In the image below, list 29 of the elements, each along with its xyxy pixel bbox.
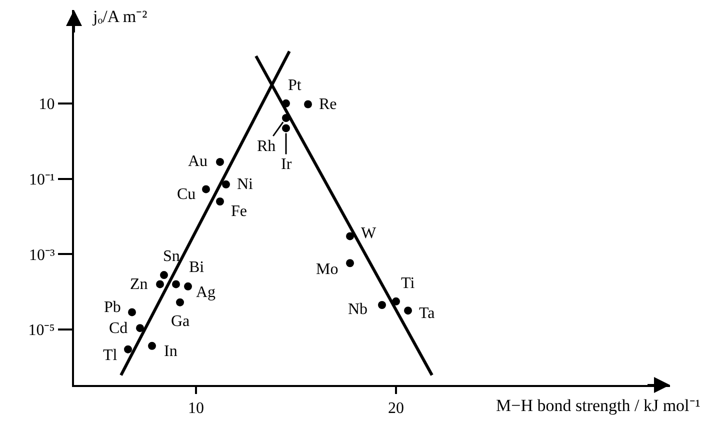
annotation: Cu — [177, 186, 196, 203]
annotation: Mo — [316, 261, 338, 278]
annotation: Rh — [257, 138, 276, 155]
y-tick-label: 10⁻⁵ — [28, 322, 55, 340]
annotation: Ga — [171, 313, 190, 330]
annotation: Ag — [196, 284, 216, 301]
annotation: W — [361, 225, 377, 242]
annotation: Pb — [104, 299, 121, 316]
annotation: Ni — [237, 176, 254, 193]
annotation: Sn — [163, 248, 180, 265]
annotation: Nb — [348, 301, 368, 318]
annotation: Re — [319, 96, 337, 113]
x-axis-title: M−H bond strength / kJ mol⁻¹ — [496, 396, 700, 415]
y-tick-label: 10⁻¹ — [29, 171, 56, 188]
y-axis-title: jₒ/A m⁻² — [92, 7, 148, 26]
annotation: Ti — [401, 275, 416, 292]
y-tick-label: 10 — [38, 96, 55, 113]
x-tick-label: 20 — [388, 400, 404, 418]
annotation: Zn — [130, 276, 148, 293]
annotation: Ir — [281, 156, 292, 173]
annotation: Cd — [109, 320, 128, 337]
annotation: Bi — [189, 259, 205, 276]
annotation: Au — [188, 153, 208, 170]
annotation: Pt — [288, 77, 302, 94]
annotation: Tl — [103, 347, 118, 364]
annotation: Ta — [419, 305, 435, 322]
annotation: In — [164, 343, 178, 360]
annotation: Fe — [231, 203, 247, 220]
y-tick-label: 10⁻³ — [29, 246, 56, 264]
